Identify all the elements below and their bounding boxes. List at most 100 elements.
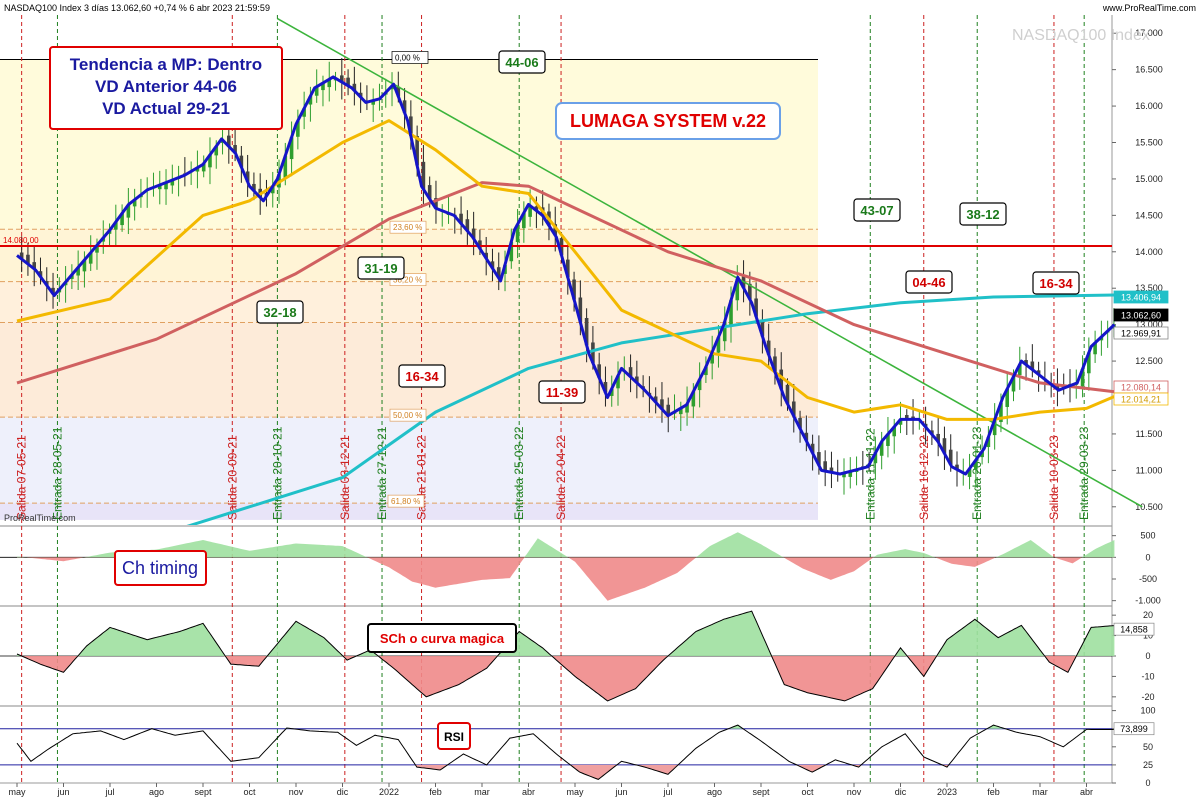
candle-body <box>19 252 24 260</box>
y-tick-label: 16.500 <box>1135 65 1163 75</box>
price-label: 13.406,94 <box>1121 293 1161 303</box>
candle-body <box>421 161 426 190</box>
candle-body <box>415 136 419 166</box>
x-tick-label: sept <box>194 787 212 797</box>
score-box <box>905 270 953 294</box>
level-label: 14.080,00 <box>3 236 39 245</box>
price-label: 12.014,21 <box>1121 395 1161 405</box>
fib-label-box <box>389 408 427 422</box>
price-label: 12.969,91 <box>1121 329 1161 339</box>
candle-body <box>95 245 99 253</box>
candle-body <box>829 467 834 473</box>
score-box <box>959 202 1007 226</box>
candle-body <box>120 213 124 226</box>
signal-label: Entrada 25-03-22 <box>512 426 526 520</box>
candle-body <box>754 298 758 317</box>
candle-body <box>948 449 953 466</box>
candle-body <box>886 434 890 447</box>
candle-body <box>798 417 802 429</box>
system-box <box>555 102 781 140</box>
candle-body <box>766 340 771 355</box>
score-box <box>498 50 546 74</box>
candle-body <box>999 402 1003 423</box>
candle-body <box>635 376 639 383</box>
signal-label: Entrada 20-10-21 <box>270 426 284 520</box>
candle-body <box>748 283 752 300</box>
score-box <box>357 256 405 280</box>
watermark: NASDAQ100 Index <box>1012 27 1150 44</box>
x-tick-label: mar <box>1032 787 1048 797</box>
candle-body <box>459 213 463 224</box>
sch-box <box>367 623 517 653</box>
sch-value-label: 14,858 <box>1120 625 1148 635</box>
score-box-text: 38-12 <box>966 207 999 222</box>
candle-body <box>490 261 495 269</box>
candle-body <box>32 262 37 269</box>
candle-body <box>823 461 827 472</box>
y-tick-label: 10.500 <box>1135 502 1163 512</box>
signal-label: Salida 16-12-22 <box>917 435 931 520</box>
x-tick-label: feb <box>429 787 442 797</box>
ch-timing-label: Ch timing <box>122 558 198 578</box>
sch-tick-label: 10 <box>1143 631 1153 641</box>
trend-box <box>49 46 283 130</box>
candle-body <box>396 86 401 97</box>
candle-body <box>528 205 532 217</box>
candle-body <box>484 252 488 259</box>
rsi-tick-label: 50 <box>1143 742 1153 752</box>
candle-body <box>327 79 332 88</box>
candle-body <box>114 221 118 230</box>
x-tick-label: 2023 <box>937 787 957 797</box>
sch-tick-label: -20 <box>1141 692 1154 702</box>
ch-timing-box <box>114 550 207 586</box>
candle-body <box>509 241 514 262</box>
series-lines: 14.080,00 <box>0 17 1143 525</box>
site-name: www.ProRealTime.com <box>1102 3 1196 13</box>
candle-body <box>496 267 501 279</box>
rsi-box <box>437 722 471 750</box>
candle-body <box>346 77 350 86</box>
candle-body <box>51 287 55 294</box>
candle-body <box>704 366 708 376</box>
rsi-tick-label: 100 <box>1140 706 1155 716</box>
x-tick-label: nov <box>847 787 862 797</box>
candle-body <box>270 186 275 194</box>
header-bar <box>0 0 1200 15</box>
price-label-box <box>1113 392 1169 406</box>
signal-label: Entrada 27-12-21 <box>375 426 389 520</box>
candle-body <box>245 171 250 182</box>
candle-body <box>653 396 658 403</box>
y-tick-label: 14.000 <box>1135 247 1163 257</box>
candle-body <box>1036 370 1041 375</box>
candle-body <box>1055 384 1060 390</box>
candle-body <box>201 163 206 172</box>
trend-box-line: Tendencia a MP: Dentro <box>70 55 262 74</box>
x-tick-label: dic <box>895 787 907 797</box>
signal-label: Salida 22-04-22 <box>554 435 568 520</box>
x-tick-label: ago <box>707 787 722 797</box>
candle-body <box>478 240 482 249</box>
rsi-value-box <box>1113 722 1155 736</box>
candle-body <box>522 212 526 229</box>
candle-body <box>791 401 796 417</box>
candle-body <box>239 155 244 168</box>
x-tick-label: 2022 <box>379 787 399 797</box>
candle-body <box>848 471 853 477</box>
candle-body <box>691 391 696 407</box>
candle-body <box>898 419 903 425</box>
candle-body <box>1030 361 1035 370</box>
candle-body <box>710 351 714 364</box>
candle-body <box>609 388 614 396</box>
y-tick-label: 16.000 <box>1135 101 1163 111</box>
candle-body <box>873 453 878 464</box>
candle-body <box>352 83 357 91</box>
candle-body <box>227 135 231 147</box>
ch-tick-label: -1.000 <box>1135 596 1161 606</box>
rsi-tick-label: 0 <box>1145 778 1150 788</box>
sch-tick-label: 0 <box>1145 651 1150 661</box>
candle-body <box>1011 376 1016 392</box>
candle-body <box>252 183 256 191</box>
chart-title: NASDAQ100 Index 3 días 13.062,60 +0,74 %… <box>4 3 270 13</box>
candle-body <box>760 319 765 337</box>
